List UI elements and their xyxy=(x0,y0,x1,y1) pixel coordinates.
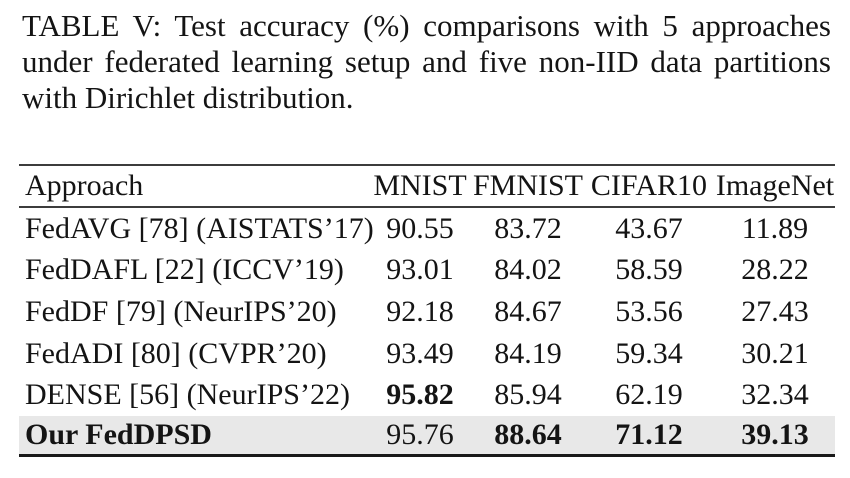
table-top-rule xyxy=(19,164,835,166)
column-header-fmnist: FMNIST xyxy=(472,169,584,202)
column-header-cifar10: CIFAR10 xyxy=(590,169,708,202)
fmnist-value: 83.72 xyxy=(494,211,562,245)
table-row-fedavg: FedAVG [78] (AISTATS’17) 90.55 83.72 43.… xyxy=(19,208,835,250)
mnist-value: 93.49 xyxy=(386,336,454,370)
approach-label: FedDF [79] (NeurIPS’20) xyxy=(25,294,337,328)
imagenet-value: 32.34 xyxy=(741,378,809,412)
column-header-mnist: MNIST xyxy=(373,169,467,202)
fmnist-value: 88.64 xyxy=(494,417,562,451)
table-row-feddafl: FedDAFL [22] (ICCV’19) 93.01 84.02 58.59… xyxy=(19,250,835,292)
cifar10-value: 71.12 xyxy=(615,417,683,451)
table-row-fedadi: FedADI [80] (CVPR’20) 93.49 84.19 59.34 … xyxy=(19,333,835,375)
caption-line-3: with Dirichlet distribution. xyxy=(22,80,354,115)
mnist-value: 93.01 xyxy=(386,253,454,287)
fmnist-value: 84.02 xyxy=(494,253,562,287)
approach-label: FedDAFL [22] (ICCV’19) xyxy=(25,253,344,287)
fmnist-value: 84.67 xyxy=(494,294,562,328)
approach-label: FedAVG [78] (AISTATS’17) xyxy=(25,211,374,245)
results-table: Approach MNIST FMNIST CIFAR10 ImageNet F… xyxy=(19,164,835,457)
cifar10-value: 58.59 xyxy=(615,253,683,287)
mnist-value: 95.76 xyxy=(386,417,454,451)
column-header-imagenet: ImageNet xyxy=(715,169,835,202)
fmnist-value: 84.19 xyxy=(494,336,562,370)
table-row-feddf: FedDF [79] (NeurIPS’20) 92.18 84.67 53.5… xyxy=(19,291,835,333)
approach-label: FedADI [80] (CVPR’20) xyxy=(25,336,327,370)
table-caption: TABLE V: Test accuracy (%) comparisons w… xyxy=(22,8,831,116)
table-row-our-feddpsd: Our FedDPSD 95.76 88.64 71.12 39.13 xyxy=(19,415,835,454)
table-header-rule xyxy=(19,206,835,208)
cifar10-value: 62.19 xyxy=(615,378,683,412)
imagenet-value: 28.22 xyxy=(741,253,809,287)
mnist-value: 92.18 xyxy=(386,294,454,328)
approach-label: DENSE [56] (NeurIPS’22) xyxy=(25,378,350,412)
cifar10-value: 43.67 xyxy=(615,211,683,245)
caption-line-1: TABLE V: Test accuracy (%) comparisons w… xyxy=(22,8,831,43)
caption-line-2: under federated learning setup and five … xyxy=(22,44,831,79)
mnist-value: 90.55 xyxy=(386,211,454,245)
imagenet-value: 39.13 xyxy=(741,417,809,451)
approach-label: Our FedDPSD xyxy=(25,417,212,451)
cifar10-value: 53.56 xyxy=(615,294,683,328)
cifar10-value: 59.34 xyxy=(615,336,683,370)
table-bottom-rule xyxy=(19,453,835,457)
fmnist-value: 85.94 xyxy=(494,378,562,412)
table-row-dense: DENSE [56] (NeurIPS’22) 95.82 85.94 62.1… xyxy=(19,374,835,416)
imagenet-value: 27.43 xyxy=(741,294,809,328)
imagenet-value: 11.89 xyxy=(741,211,809,245)
table-header-row: Approach MNIST FMNIST CIFAR10 ImageNet xyxy=(19,166,835,206)
column-header-approach: Approach xyxy=(25,169,144,202)
imagenet-value: 30.21 xyxy=(741,336,809,370)
mnist-value: 95.82 xyxy=(386,378,454,412)
